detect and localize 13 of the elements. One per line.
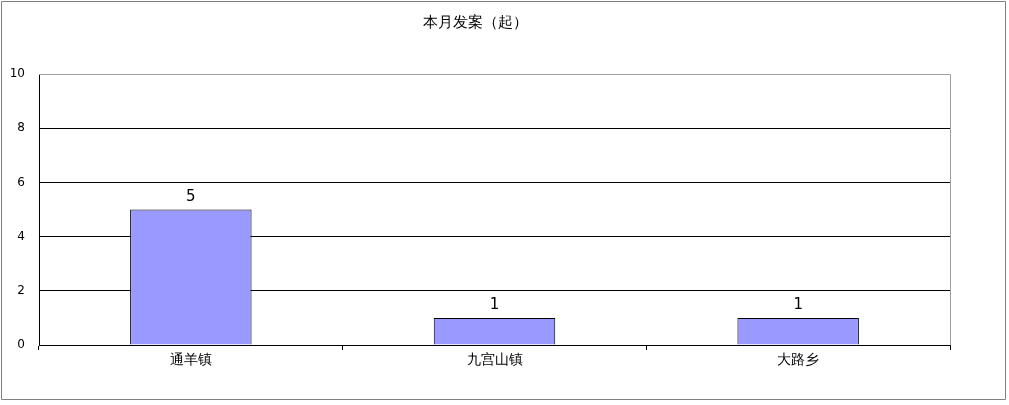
- x-tick-label: 九宫山镇: [466, 351, 523, 368]
- x-tick-label: 大路乡: [777, 351, 820, 368]
- y-tick-label: 0: [17, 337, 25, 352]
- y-tick-label: 10: [9, 66, 25, 81]
- y-tick-label: 2: [17, 282, 25, 297]
- y-tick-label: 8: [17, 120, 25, 135]
- data-label: 1: [489, 295, 500, 314]
- y-tick-label: 6: [17, 174, 25, 189]
- data-label: 1: [793, 295, 803, 314]
- chart-title: 本月发案（起）: [422, 12, 528, 31]
- data-label: 5: [186, 186, 196, 205]
- y-tick-label: 4: [17, 228, 25, 243]
- x-tick-label: 通羊镇: [169, 351, 212, 368]
